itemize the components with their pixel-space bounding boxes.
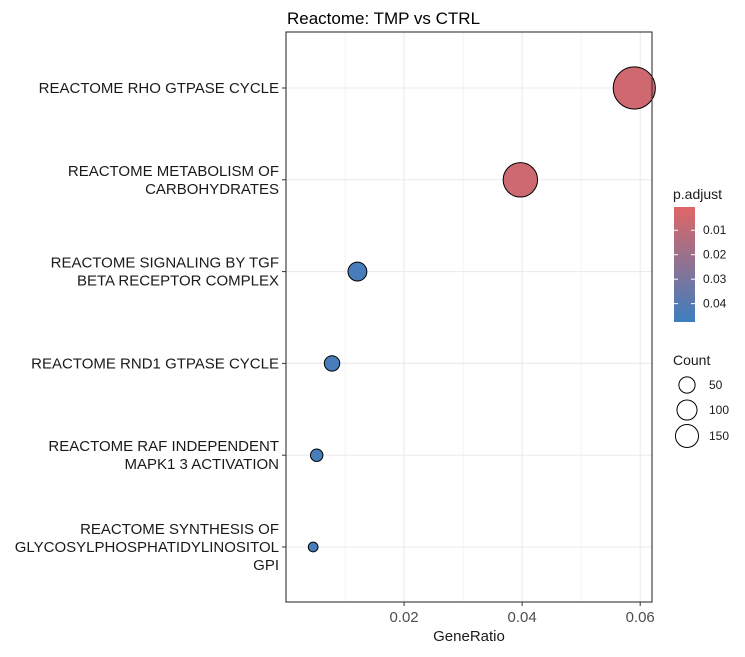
y-tick-label: REACTOME RAF INDEPENDENT MAPK1 3 ACTIVATI… <box>48 438 279 473</box>
x-tick-label: 0.04 <box>508 609 537 626</box>
y-tick-label: REACTOME RHO GTPASE CYCLE <box>39 80 279 97</box>
y-axis-labels: REACTOME RHO GTPASE CYCLE REACTOME METABO… <box>15 80 286 574</box>
y-tick-label-line: BETA RECEPTOR COMPLEX <box>77 273 279 290</box>
data-point <box>323 355 341 372</box>
y-tick-label: REACTOME SIGNALING BY TGF BETA RECEPTOR C… <box>51 255 279 290</box>
size-legend-label: 150 <box>709 429 729 443</box>
data-point <box>612 66 656 110</box>
y-tick-label-line: GLYCOSYLPHOSPHATIDYLINOSITOL <box>15 539 279 556</box>
color-legend-tick-label: 0.04 <box>703 297 727 311</box>
data-point <box>502 162 539 198</box>
size-legend-circle <box>678 376 696 394</box>
size-legend-label: 50 <box>709 378 723 392</box>
y-tick-label-line: REACTOME METABOLISM OF <box>68 163 279 180</box>
size-legend-label: 100 <box>709 403 729 417</box>
size-legend-circle <box>674 423 700 449</box>
data-point <box>307 541 319 553</box>
plot-panel-border <box>285 31 653 603</box>
y-tick-label-line: MAPK1 3 ACTIVATION <box>125 456 279 473</box>
y-tick-label-line: REACTOME SIGNALING BY TGF <box>51 255 279 272</box>
y-tick-label-line: GPI <box>253 557 279 574</box>
color-legend-tick-label: 0.02 <box>703 248 727 262</box>
y-tick-label: REACTOME METABOLISM OF CARBOHYDRATES <box>68 163 279 198</box>
color-legend-title: p.adjust <box>673 186 722 202</box>
color-legend-tick-label: 0.01 <box>703 223 727 237</box>
color-legend-ticks: 0.01 0.02 0.03 0.04 <box>674 223 727 311</box>
y-tick-label-line: REACTOME RAF INDEPENDENT <box>48 438 279 455</box>
y-tick-label-line: REACTOME RND1 GTPASE CYCLE <box>31 355 279 372</box>
size-legend: Count 50 100 150 <box>673 352 729 449</box>
x-axis-title: GeneRatio <box>433 628 505 645</box>
x-tick-label: 0.06 <box>626 609 655 626</box>
y-tick-label: REACTOME SYNTHESIS OF GLYCOSYLPHOSPHATIDY… <box>15 521 279 574</box>
data-points <box>307 66 656 553</box>
color-legend-tick-label: 0.03 <box>703 272 727 286</box>
color-legend: p.adjust 0.01 0.02 0.03 0.04 <box>673 186 727 322</box>
y-tick-label: REACTOME RND1 GTPASE CYCLE <box>31 355 279 372</box>
x-tick-label: 0.02 <box>389 609 418 626</box>
chart-title: Reactome: TMP vs CTRL <box>287 9 480 28</box>
color-legend-bar <box>674 207 695 322</box>
size-legend-items: 50 100 150 <box>674 376 729 449</box>
size-legend-circle <box>676 399 698 421</box>
y-tick-label-line: REACTOME RHO GTPASE CYCLE <box>39 80 279 97</box>
data-point <box>347 261 368 282</box>
size-legend-title: Count <box>673 352 710 368</box>
y-tick-label-line: CARBOHYDRATES <box>145 181 279 198</box>
y-tick-label-line: REACTOME SYNTHESIS OF <box>80 521 279 538</box>
x-axis-ticks: 0.02 0.04 0.06 <box>389 602 655 626</box>
grid-lines <box>286 32 652 602</box>
data-point <box>309 448 324 462</box>
